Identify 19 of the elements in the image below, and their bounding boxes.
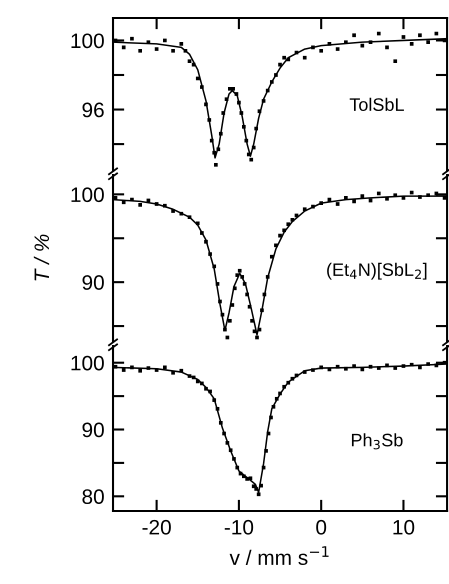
point <box>138 368 142 373</box>
point <box>163 366 167 370</box>
y-tick-label: 100 <box>72 356 104 370</box>
point <box>122 368 126 372</box>
x-axis-title: v / mm s$^{−1}$ <box>230 546 329 566</box>
annotation: Ph$_{3}$Sb <box>352 433 403 450</box>
annotation: (Et$_{4}$N)[SbL$_{2}$] <box>327 262 426 280</box>
x-tick-label: 10 <box>393 520 414 535</box>
x-tick-label: -20 <box>142 520 171 535</box>
y-tick-label: 80 <box>82 489 104 504</box>
y-tick-label: 100 <box>72 187 104 202</box>
x-tick-label: -10 <box>224 520 254 535</box>
y-tick-label: 96 <box>82 102 104 118</box>
y-tick-label: 90 <box>82 422 104 438</box>
y-tick-label: 90 <box>82 275 104 290</box>
x-tick-label: 0 <box>316 520 326 535</box>
y-tick-label: 100 <box>72 33 104 48</box>
y-axis-title: T / % <box>34 234 50 280</box>
annotation: TolSbL <box>350 98 404 112</box>
